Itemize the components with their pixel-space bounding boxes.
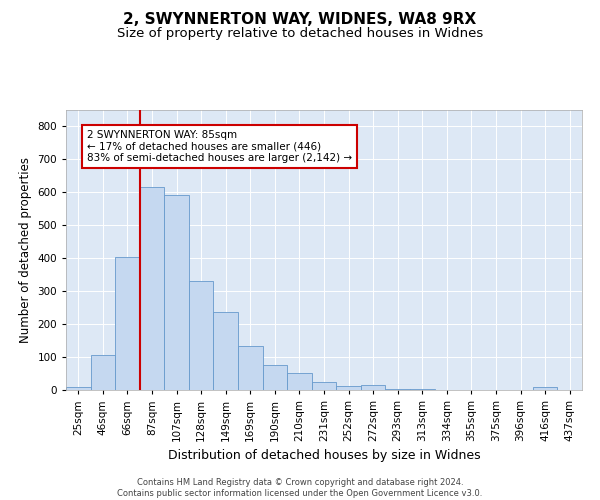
Bar	[91, 355, 115, 390]
Bar	[263, 364, 287, 390]
Bar	[361, 384, 385, 390]
Text: Contains HM Land Registry data © Crown copyright and database right 2024.
Contai: Contains HM Land Registry data © Crown c…	[118, 478, 482, 498]
Bar	[189, 282, 214, 390]
Bar	[140, 187, 164, 390]
Bar	[385, 388, 410, 390]
Bar	[214, 312, 238, 390]
Text: 2 SWYNNERTON WAY: 85sqm
← 17% of detached houses are smaller (446)
83% of semi-d: 2 SWYNNERTON WAY: 85sqm ← 17% of detache…	[87, 130, 352, 163]
Text: Size of property relative to detached houses in Widnes: Size of property relative to detached ho…	[117, 28, 483, 40]
X-axis label: Distribution of detached houses by size in Widnes: Distribution of detached houses by size …	[167, 450, 481, 462]
Bar	[238, 346, 263, 390]
Bar	[66, 388, 91, 390]
Bar	[336, 386, 361, 390]
Bar	[533, 388, 557, 390]
Text: 2, SWYNNERTON WAY, WIDNES, WA8 9RX: 2, SWYNNERTON WAY, WIDNES, WA8 9RX	[124, 12, 476, 28]
Bar	[164, 196, 189, 390]
Bar	[115, 257, 140, 390]
Bar	[287, 373, 312, 390]
Y-axis label: Number of detached properties: Number of detached properties	[19, 157, 32, 343]
Bar	[312, 382, 336, 390]
Bar	[410, 389, 434, 390]
